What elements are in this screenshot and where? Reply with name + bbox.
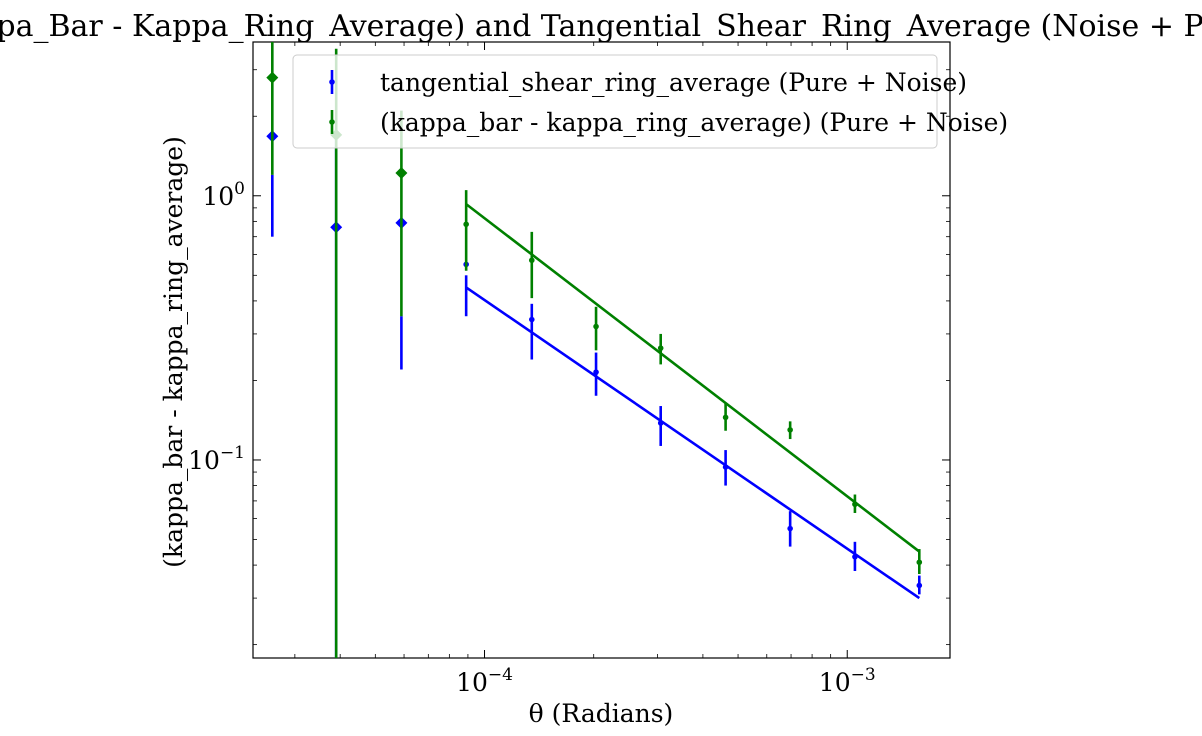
y-axis-ticks: 10−1 100 (188, 179, 950, 475)
y-tick-label: 100 (202, 179, 245, 211)
data-point (852, 501, 858, 508)
y-axis-label: (kappa_bar - kappa_ring_average) (159, 136, 188, 568)
x-axis-ticks: 10−4 10−3 (456, 42, 876, 697)
fit-line-2 (465, 203, 921, 553)
minor-ticks (253, 42, 950, 658)
data-point (787, 427, 793, 433)
chart-title: (Kappa_Bar - Kappa_Ring_Average) and Tan… (0, 9, 1202, 44)
data-point (852, 554, 858, 560)
data-point (657, 345, 664, 351)
data-point (528, 257, 535, 264)
data-point (722, 464, 729, 470)
data-point (528, 316, 535, 323)
x-axis-label: θ (Radians) (529, 699, 674, 728)
x-tick-label: 10−4 (456, 665, 513, 697)
fit-lines (465, 203, 921, 600)
y-tick-label: 10−1 (188, 443, 245, 475)
data-point (787, 525, 793, 532)
diamond-marker (266, 71, 279, 84)
legend-box (292, 54, 938, 149)
data-point (593, 369, 599, 375)
data-point (916, 559, 923, 566)
diamond-marker (395, 166, 408, 179)
legend-marker-point (329, 119, 335, 125)
x-tick-label: 10−3 (819, 665, 876, 697)
fit-line-1 (465, 286, 921, 600)
data-point (722, 414, 729, 421)
legend-label: tangential_shear_ring_average (Pure + No… (380, 68, 967, 97)
data-point (593, 323, 599, 330)
data-point (916, 582, 923, 589)
data-point (463, 221, 469, 228)
legend: tangential_shear_ring_average (Pure + No… (292, 54, 1008, 149)
data-marks (266, 42, 923, 658)
legend-label: (kappa_bar - kappa_ring_average) (Pure +… (380, 108, 1008, 137)
data-point (657, 420, 664, 426)
legend-marker-point (329, 79, 335, 85)
